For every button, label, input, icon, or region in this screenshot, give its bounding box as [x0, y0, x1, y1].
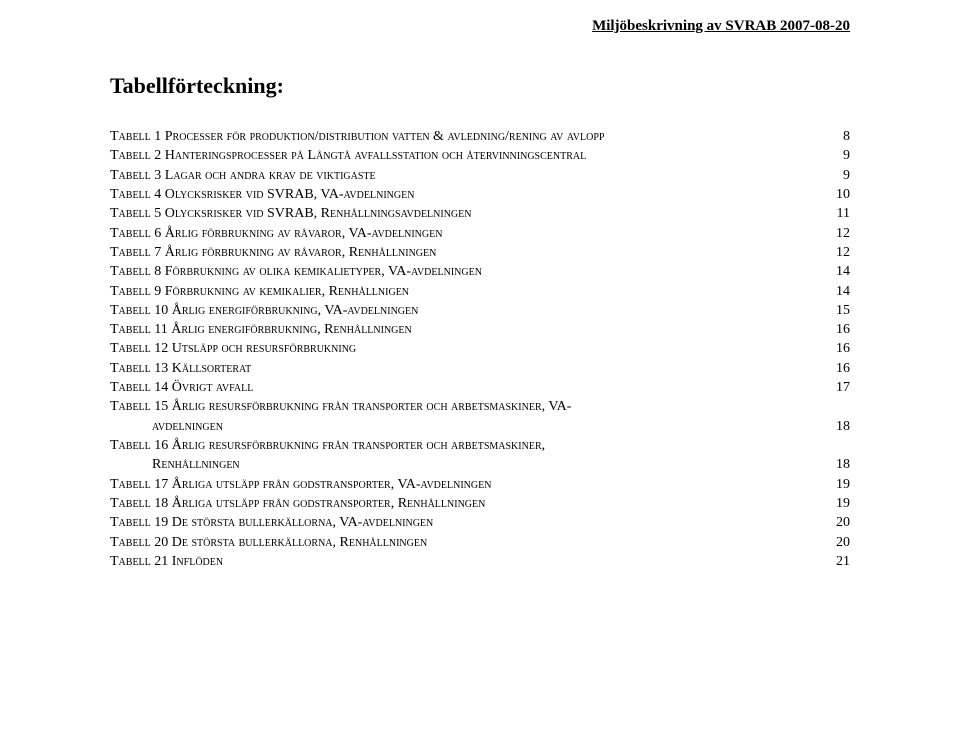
- toc-entry-label: Tabell 19 De största bullerkällorna, VA-…: [110, 513, 433, 532]
- toc-entry: Tabell 2 Hanteringsprocesser på Långtå a…: [110, 146, 850, 165]
- toc-entry: Tabell 18 Årliga utsläpp från godstransp…: [110, 494, 850, 513]
- toc-page-number: 12: [828, 224, 850, 243]
- toc-page-number: 18: [828, 417, 850, 436]
- toc-entry: Tabell 13 Källsorterat 16: [110, 359, 850, 378]
- toc-entry: Tabell 14 Övrigt avfall 17: [110, 378, 850, 397]
- toc-entry-label: Tabell 21 Inflöden: [110, 552, 223, 571]
- toc-entry-label: Tabell 10 Årlig energiförbrukning, VA-av…: [110, 301, 418, 320]
- toc-entry: Tabell 15 Årlig resursförbrukning från t…: [110, 397, 850, 416]
- toc-entry-label: Tabell 1 Processer för produktion/distri…: [110, 127, 604, 146]
- toc-entry-label: Tabell 3 Lagar och andra krav de viktiga…: [110, 166, 376, 185]
- toc-page-number: 15: [828, 301, 850, 320]
- toc-page-number: 20: [828, 533, 850, 552]
- toc-entry: Tabell 8 Förbrukning av olika kemikaliet…: [110, 262, 850, 281]
- toc-page-number: 16: [828, 339, 850, 358]
- toc-page-number: 19: [828, 475, 850, 494]
- toc-page-number: 18: [828, 455, 850, 474]
- toc-entry: Tabell 20 De största bullerkällorna, Ren…: [110, 533, 850, 552]
- toc-page-number: 20: [828, 513, 850, 532]
- toc-entry-label: Tabell 16 Årlig resursförbrukning från t…: [110, 436, 545, 455]
- toc-entry: Tabell 9 Förbrukning av kemikalier, Renh…: [110, 282, 850, 301]
- toc-entry-continuation: avdelningen 18: [110, 417, 850, 436]
- toc-entry-label: Tabell 14 Övrigt avfall: [110, 378, 253, 397]
- toc-entry: Tabell 7 Årlig förbrukning av råvaror, R…: [110, 243, 850, 262]
- toc-entry-label: Tabell 2 Hanteringsprocesser på Långtå a…: [110, 146, 586, 165]
- toc-entry-label: Tabell 6 Årlig förbrukning av råvaror, V…: [110, 224, 442, 243]
- toc-entry: Tabell 4 Olycksrisker vid SVRAB, VA-avde…: [110, 185, 850, 204]
- toc-entry: Tabell 6 Årlig förbrukning av råvaror, V…: [110, 224, 850, 243]
- toc-page-number: 21: [828, 552, 850, 571]
- toc-entry-label: Tabell 8 Förbrukning av olika kemikaliet…: [110, 262, 482, 281]
- toc-page-number: 9: [828, 166, 850, 185]
- toc-entry-label: Tabell 9 Förbrukning av kemikalier, Renh…: [110, 282, 409, 301]
- toc-entry-label: Tabell 12 Utsläpp och resursförbrukning: [110, 339, 356, 358]
- page: Miljöbeskrivning av SVRAB 2007-08-20 Tab…: [0, 0, 960, 601]
- page-header: Miljöbeskrivning av SVRAB 2007-08-20: [110, 18, 850, 35]
- toc-entry-cont-label: Renhållningen: [110, 455, 240, 474]
- toc-page-number: 12: [828, 243, 850, 262]
- toc-entry-label: Tabell 5 Olycksrisker vid SVRAB, Renhåll…: [110, 204, 471, 223]
- toc-entry-label: Tabell 11 Årlig energiförbrukning, Renhå…: [110, 320, 412, 339]
- toc-entry: Tabell 3 Lagar och andra krav de viktiga…: [110, 166, 850, 185]
- toc-page-number: 8: [828, 127, 850, 146]
- toc-entry: Tabell 5 Olycksrisker vid SVRAB, Renhåll…: [110, 204, 850, 223]
- toc-entry: Tabell 1 Processer för produktion/distri…: [110, 127, 850, 146]
- table-of-contents: Tabell 1 Processer för produktion/distri…: [110, 127, 850, 571]
- toc-entry-label: Tabell 4 Olycksrisker vid SVRAB, VA-avde…: [110, 185, 414, 204]
- toc-page-number: 14: [828, 262, 850, 281]
- toc-entry: Tabell 17 Årliga utsläpp från godstransp…: [110, 475, 850, 494]
- toc-page-number: 9: [828, 146, 850, 165]
- toc-page-number: 16: [828, 359, 850, 378]
- toc-page-number: 19: [828, 494, 850, 513]
- toc-entry: Tabell 10 Årlig energiförbrukning, VA-av…: [110, 301, 850, 320]
- toc-entry-label: Tabell 13 Källsorterat: [110, 359, 251, 378]
- toc-entry: Tabell 16 Årlig resursförbrukning från t…: [110, 436, 850, 455]
- toc-page-number: 11: [828, 204, 850, 223]
- toc-entry-label: Tabell 18 Årliga utsläpp från godstransp…: [110, 494, 485, 513]
- toc-page-number: 10: [828, 185, 850, 204]
- toc-entry-cont-label: avdelningen: [110, 417, 223, 436]
- toc-entry-label: Tabell 17 Årliga utsläpp från godstransp…: [110, 475, 491, 494]
- toc-entry-label: Tabell 20 De största bullerkällorna, Ren…: [110, 533, 427, 552]
- toc-entry: Tabell 12 Utsläpp och resursförbrukning 1…: [110, 339, 850, 358]
- toc-entry: Tabell 21 Inflöden 21: [110, 552, 850, 571]
- toc-page-number: 17: [828, 378, 850, 397]
- toc-entry-label: Tabell 7 Årlig förbrukning av råvaror, R…: [110, 243, 436, 262]
- toc-entry: Tabell 19 De största bullerkällorna, VA-…: [110, 513, 850, 532]
- toc-page-number: 14: [828, 282, 850, 301]
- toc-title: Tabellförteckning:: [110, 73, 850, 99]
- toc-entry: Tabell 11 Årlig energiförbrukning, Renhå…: [110, 320, 850, 339]
- toc-entry-continuation: Renhållningen 18: [110, 455, 850, 474]
- toc-entry-label: Tabell 15 Årlig resursförbrukning från t…: [110, 397, 571, 416]
- toc-page-number: 16: [828, 320, 850, 339]
